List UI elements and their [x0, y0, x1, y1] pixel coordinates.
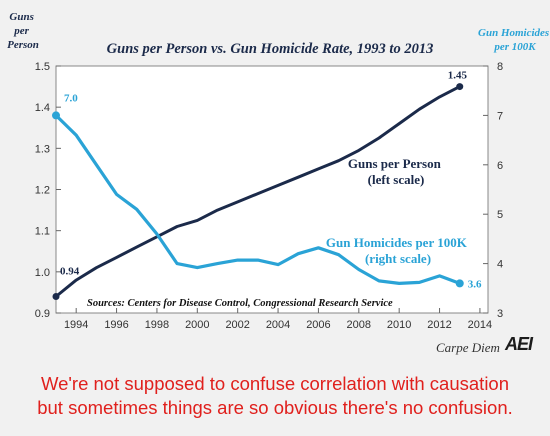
x-tick-label: 2002	[225, 319, 249, 331]
series-line-guns	[54, 85, 462, 298]
right-axis-ticks: 3 4 5 6 7 8	[483, 61, 503, 320]
plot-frame	[55, 65, 489, 314]
x-tick-label: 1996	[104, 319, 128, 331]
series-layer	[52, 83, 464, 301]
aei-logo: AEI	[505, 334, 533, 354]
left-tick-label: 1.1	[35, 226, 50, 238]
left-axis-ticks: 0.9 1.0 1.1 1.2 1.3 1.4 1.5	[35, 61, 61, 320]
footer-brand: Carpe Diem	[436, 340, 500, 355]
x-tick-label: 1998	[145, 319, 169, 331]
data-label-homicides-start: 7.0	[64, 92, 78, 104]
x-tick-label: 2010	[387, 319, 411, 331]
right-tick-label: 8	[497, 61, 503, 73]
caption-line-2: but sometimes things are so obvious ther…	[37, 397, 513, 418]
caption: We're not supposed to confuse correlatio…	[0, 372, 550, 420]
guns-end-point	[456, 83, 464, 91]
right-tick-label: 3	[497, 308, 503, 320]
left-tick-label: 1.0	[35, 267, 50, 279]
data-label-guns-start: 0.94	[60, 266, 80, 278]
series-label-homicides: Gun Homicides per 100K (right scale)	[326, 235, 470, 266]
right-tick-label: 7	[497, 110, 503, 122]
x-tick-label: 2006	[306, 319, 330, 331]
left-axis-label: Guns per Person	[7, 11, 39, 51]
left-tick-label: 1.4	[35, 102, 50, 114]
series-line-homicides	[54, 113, 462, 285]
right-axis-label: Gun Homicides per 100K	[478, 27, 550, 53]
sources-note: Sources: Centers for Disease Control, Co…	[87, 298, 393, 309]
left-tick-label: 1.5	[35, 61, 50, 73]
data-label-guns-end: 1.45	[448, 70, 468, 82]
left-tick-label: 1.3	[35, 143, 50, 155]
chart-title: Guns per Person vs. Gun Homicide Rate, 1…	[107, 41, 434, 57]
x-tick-label: 2008	[347, 319, 371, 331]
x-tick-label: 1994	[64, 319, 88, 331]
homicides-end-point	[455, 279, 464, 288]
right-tick-label: 5	[497, 209, 503, 221]
x-tick-label: 2004	[266, 319, 290, 331]
x-tick-label: 2000	[185, 319, 209, 331]
caption-line-1: We're not supposed to confuse correlatio…	[40, 373, 510, 394]
x-tick-label: 2012	[427, 319, 451, 331]
right-tick-label: 4	[497, 259, 503, 271]
data-label-homicides-end: 3.6	[468, 278, 482, 290]
guns-start-point	[52, 293, 60, 301]
x-axis-ticks: 1994 1996 1998 2000 2002 2004 2006 2008 2010 2012…	[64, 308, 492, 331]
left-tick-label: 1.2	[35, 185, 50, 197]
right-tick-label: 6	[497, 160, 503, 172]
series-label-guns: Guns per Person (left scale)	[348, 156, 444, 187]
left-tick-label: 0.9	[35, 308, 50, 320]
chart: Guns per Person Gun Homicides per 100K G…	[7, 11, 550, 331]
homicides-start-point	[52, 111, 60, 120]
x-tick-label: 2014	[468, 319, 492, 331]
